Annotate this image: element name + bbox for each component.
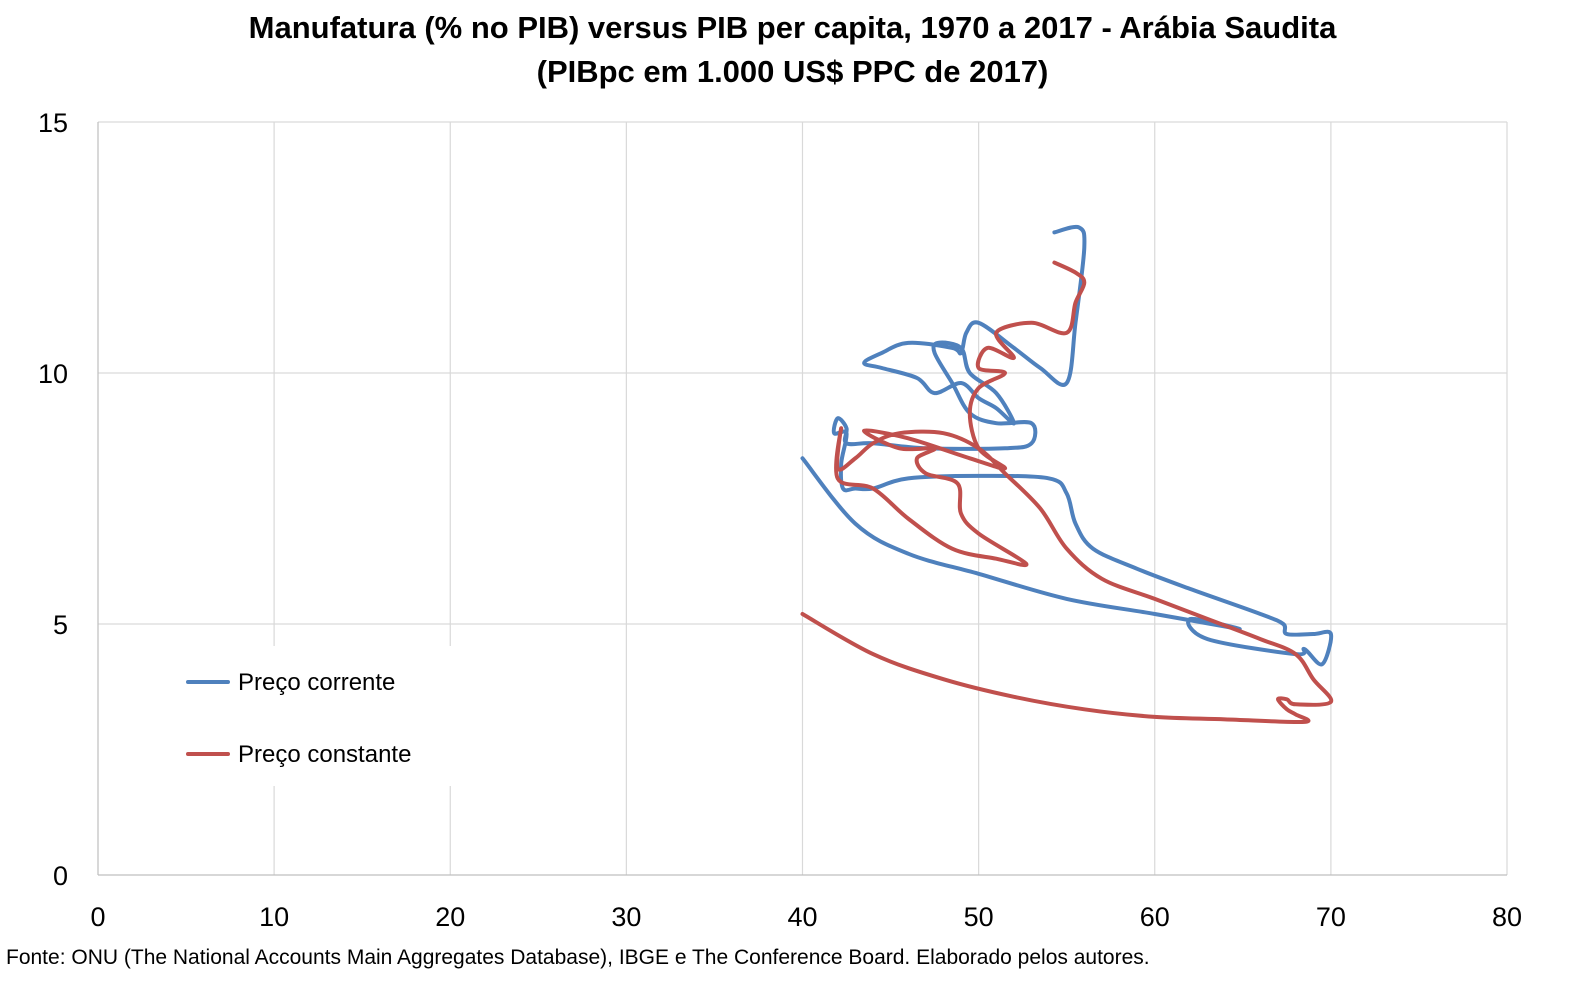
x-tick-label: 20 [435, 902, 465, 932]
y-tick-label: 15 [38, 108, 68, 138]
series-lines [800, 224, 1334, 725]
series-line-0 [800, 224, 1334, 667]
chart-title: Manufatura (% no PIB) versus PIB per cap… [248, 10, 1337, 45]
legend-label-0: Preço corrente [238, 669, 395, 696]
x-tick-label: 10 [259, 902, 289, 932]
chart-subtitle: (PIBpc em 1.000 US$ PPC de 2017) [536, 54, 1049, 89]
x-tick-label: 80 [1492, 902, 1522, 932]
series-line-1 [800, 260, 1334, 725]
legend-label-1: Preço constante [238, 741, 411, 768]
y-tick-label: 10 [38, 359, 68, 389]
x-tick-labels: 0 10 20 30 40 50 60 70 80 [90, 902, 1522, 932]
x-tick-label: 70 [1316, 902, 1346, 932]
legend: Preço corrente Preço constante [172, 646, 452, 786]
axes [97, 122, 1507, 876]
x-tick-label: 50 [964, 902, 994, 932]
x-tick-label: 60 [1140, 902, 1170, 932]
gridlines [98, 121, 1508, 875]
legend-background [172, 646, 452, 786]
x-tick-label: 40 [787, 902, 817, 932]
y-tick-labels: 0 5 10 15 [38, 108, 68, 891]
y-tick-label: 5 [53, 610, 68, 640]
x-tick-label: 30 [611, 902, 641, 932]
y-tick-label: 0 [53, 861, 68, 891]
x-tick-label: 0 [90, 902, 105, 932]
source-note: Fonte: ONU (The National Accounts Main A… [6, 946, 1150, 969]
